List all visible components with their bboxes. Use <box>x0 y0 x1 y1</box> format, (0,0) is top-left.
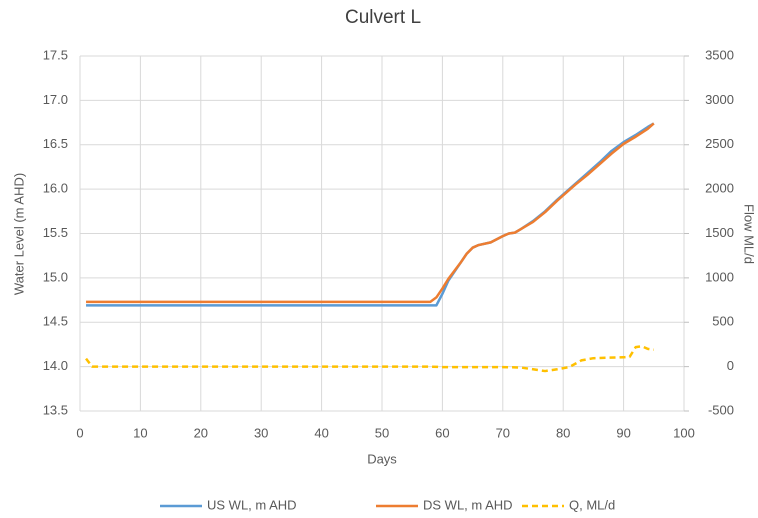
y2-tick-label: 1500 <box>705 225 734 240</box>
y-tick-label: 15.0 <box>43 269 68 284</box>
x-tick-label: 10 <box>133 425 147 440</box>
x-tick-label: 30 <box>254 425 268 440</box>
data-line <box>85 344 654 373</box>
x-tick-label: 80 <box>556 425 570 440</box>
y-tick-label: 17.0 <box>43 92 68 107</box>
x-axis-label: Days <box>367 451 397 466</box>
y2-axis-label: Flow ML/d <box>742 204 757 264</box>
y2-tick-label: 2000 <box>705 181 734 196</box>
y2-tick-label: 1000 <box>705 269 734 284</box>
y-tick-label: 16.5 <box>43 136 68 151</box>
y2-tick-label: 0 <box>727 358 734 373</box>
legend-label: DS WL, m AHD <box>423 497 513 512</box>
y2-tick-label: -500 <box>708 402 734 417</box>
x-tick-label: 100 <box>673 425 695 440</box>
x-tick-label: 70 <box>496 425 510 440</box>
y-tick-label: 14.5 <box>43 314 68 329</box>
x-tick-label: 40 <box>314 425 328 440</box>
y-tick-label: 16.0 <box>43 181 68 196</box>
y2-tick-label: 500 <box>712 314 734 329</box>
legend-label: Q, ML/d <box>569 497 615 512</box>
y2-tick-label: 3000 <box>705 92 734 107</box>
y2-tick-label: 3500 <box>705 47 734 62</box>
legend-label: US WL, m AHD <box>207 497 297 512</box>
x-tick-label: 50 <box>375 425 389 440</box>
x-tick-label: 90 <box>616 425 630 440</box>
x-tick-label: 20 <box>194 425 208 440</box>
x-tick-label: 60 <box>435 425 449 440</box>
y2-tick-label: 2500 <box>705 136 734 151</box>
data-line <box>86 122 655 304</box>
chart-title: Culvert L <box>345 7 421 28</box>
y-tick-label: 15.5 <box>43 225 68 240</box>
y-tick-label: 17.5 <box>43 47 68 62</box>
y-tick-label: 14.0 <box>43 358 68 373</box>
y-axis-label: Water Level (m AHD) <box>11 173 26 295</box>
y-tick-label: 13.5 <box>43 402 68 417</box>
x-tick-label: 0 <box>76 425 83 440</box>
